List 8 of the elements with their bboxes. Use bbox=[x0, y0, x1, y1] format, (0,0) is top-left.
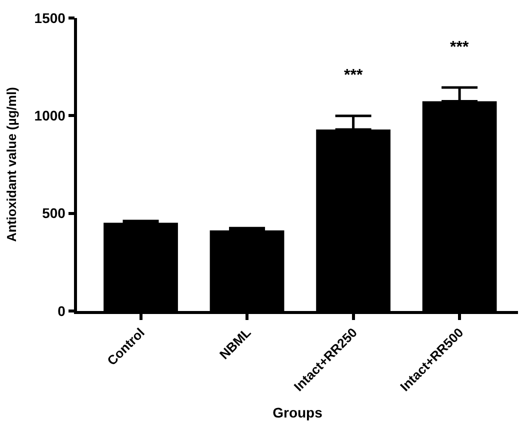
y-axis-title: Antioxidant value (µg/ml) bbox=[4, 87, 20, 242]
annotation: *** bbox=[450, 39, 470, 56]
y-tick-label: 0 bbox=[58, 302, 66, 319]
annotation: *** bbox=[344, 67, 364, 84]
y-tick-label: 500 bbox=[42, 205, 66, 222]
y-tick-label: 1500 bbox=[34, 10, 66, 26]
y-tick-label: 1000 bbox=[34, 108, 66, 124]
x-axis-title: Groups bbox=[272, 404, 323, 420]
